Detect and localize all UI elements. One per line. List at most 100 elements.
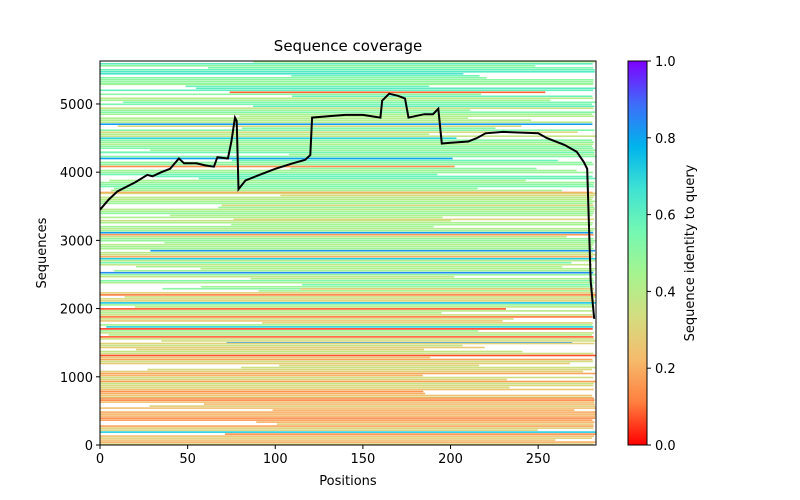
sequence-row — [256, 421, 595, 423]
sequence-row — [302, 283, 594, 286]
sequence-row — [100, 131, 578, 133]
sequence-row — [100, 97, 594, 100]
sequence-row — [111, 189, 562, 192]
sequence-row — [100, 243, 594, 246]
sequence-row — [100, 419, 593, 421]
sequence-row — [100, 271, 594, 274]
sequence-row — [100, 384, 594, 387]
colorbar-tick-label: 0.8 — [655, 132, 676, 147]
sequence-row — [300, 288, 594, 290]
sequence-row — [123, 101, 596, 104]
sequence-row — [241, 366, 596, 369]
sequence-row — [109, 179, 526, 182]
sequence-row — [100, 216, 443, 219]
sequence-row — [253, 105, 595, 108]
x-tick-label: 150 — [350, 452, 375, 467]
sequence-row — [100, 107, 594, 109]
sequence-row — [218, 206, 595, 209]
sequence-row — [100, 251, 593, 254]
sequence-row — [100, 259, 596, 262]
sequence-row — [100, 275, 455, 278]
coverage-heatmap — [100, 61, 596, 445]
sequence-row — [290, 167, 537, 170]
sequence-row — [100, 338, 595, 340]
sequence-row — [231, 159, 558, 162]
sequence-row — [100, 332, 594, 334]
sequence-row — [100, 200, 596, 203]
sequence-row — [100, 169, 577, 172]
x-axis: 0 50 100 150 200 250 — [96, 445, 551, 467]
sequence-row — [100, 380, 596, 383]
sequence-row — [196, 87, 596, 90]
sequence-row — [100, 344, 463, 347]
sequence-row — [231, 223, 593, 226]
sequence-row — [136, 348, 425, 351]
x-axis-label: Positions — [319, 474, 377, 489]
sequence-row — [100, 257, 596, 260]
sequence-row — [100, 145, 593, 147]
sequence-row — [108, 334, 593, 336]
sequence-row — [100, 316, 593, 318]
sequence-row — [100, 133, 430, 135]
sequence-row — [100, 401, 595, 403]
sequence-row — [100, 429, 538, 431]
y-axis-label: Sequences — [35, 217, 50, 288]
sequence-row — [100, 129, 595, 131]
sequence-row — [253, 61, 595, 63]
sequence-row — [100, 225, 434, 228]
sequence-row — [100, 147, 594, 149]
sequence-row — [100, 374, 423, 377]
sequence-row — [185, 85, 430, 88]
sequence-row — [100, 157, 453, 160]
y-tick-label: 2000 — [60, 303, 93, 318]
sequence-row — [100, 441, 596, 443]
sequence-row — [100, 294, 596, 296]
sequence-row — [100, 388, 594, 391]
sequence-row — [100, 93, 481, 96]
y-tick-label: 0 — [85, 439, 93, 454]
sequence-row — [291, 75, 480, 77]
sequence-row — [100, 219, 451, 222]
sequence-row — [100, 352, 594, 355]
sequence-row — [100, 372, 596, 375]
x-tick-label: 50 — [179, 452, 196, 467]
sequence-row — [100, 71, 595, 73]
sequence-row — [100, 411, 596, 413]
sequence-row — [100, 229, 594, 232]
sequence-row — [100, 173, 438, 176]
sequence-row — [100, 415, 596, 417]
sequence-row — [100, 356, 431, 359]
sequence-row — [100, 63, 593, 65]
sequence-row — [280, 194, 595, 197]
sequence-row — [289, 153, 595, 156]
sequence-row — [233, 218, 595, 221]
sequence-row — [170, 214, 593, 217]
sequence-row — [100, 239, 596, 242]
sequence-row — [100, 161, 593, 164]
sequence-row — [100, 320, 503, 322]
sequence-row — [207, 67, 594, 69]
sequence-row — [161, 340, 596, 342]
sequence-row — [100, 273, 596, 276]
sequence-row — [100, 231, 594, 234]
sequence-row — [100, 324, 593, 326]
sequence-row — [100, 119, 532, 121]
sequence-row — [100, 99, 551, 102]
sequence-row — [100, 79, 594, 81]
y-tick-label: 3000 — [60, 234, 93, 249]
sequence-row — [100, 103, 592, 106]
colorbar-label: Sequence identity to query — [683, 164, 698, 341]
sequence-row — [100, 171, 594, 174]
sequence-row — [225, 433, 596, 435]
x-tick-label: 100 — [263, 452, 288, 467]
sequence-row — [100, 302, 596, 304]
sequence-row — [262, 322, 593, 324]
sequence-row — [150, 149, 596, 151]
sequence-row — [100, 151, 595, 154]
sequence-row — [100, 354, 596, 357]
sequence-row — [100, 300, 595, 302]
sequence-row — [100, 443, 594, 445]
sequence-row — [100, 123, 593, 125]
sequence-row — [100, 425, 594, 427]
sequence-row — [100, 245, 593, 248]
